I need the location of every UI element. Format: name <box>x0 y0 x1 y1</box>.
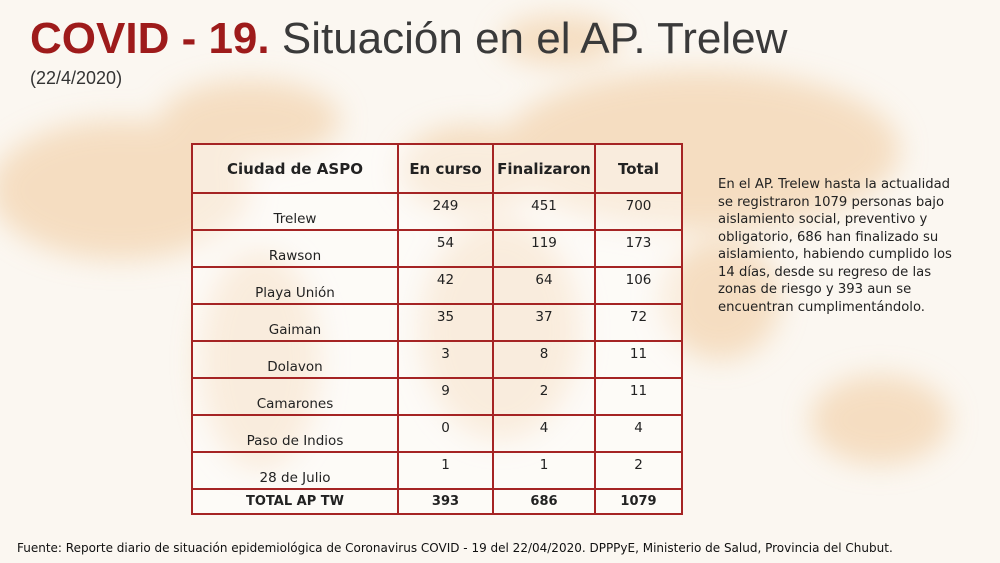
number-cell: 106 <box>594 266 683 305</box>
total-row: TOTAL AP TW 393 686 1079 <box>191 488 683 515</box>
data-table: Ciudad de ASPO En curso Finalizaron Total T… <box>191 143 683 515</box>
column-header: Ciudad de ASPO <box>191 143 399 194</box>
city-cell: 28 de Julio <box>191 451 399 490</box>
table-row: Trelew 249 451 700 <box>191 192 683 231</box>
number-cell: 451 <box>492 192 596 231</box>
number-cell: 119 <box>492 229 596 268</box>
number-cell: 4 <box>492 414 596 453</box>
source-footer: Fuente: Reporte diario de situación epid… <box>17 541 893 555</box>
number-cell: 9 <box>397 377 494 416</box>
table-row: Rawson 54 119 173 <box>191 229 683 268</box>
city-cell: Trelew <box>191 192 399 231</box>
title: COVID - 19. Situación en el AP. Trelew <box>30 14 787 64</box>
number-cell: 1 <box>492 451 596 490</box>
table-row: Playa Unión 42 64 106 <box>191 266 683 305</box>
number-cell: 249 <box>397 192 494 231</box>
total-cell: 1079 <box>594 488 683 515</box>
column-header: En curso <box>397 143 494 194</box>
column-header: Finalizaron <box>492 143 596 194</box>
city-cell: Paso de Indios <box>191 414 399 453</box>
number-cell: 11 <box>594 340 683 379</box>
city-cell: Dolavon <box>191 340 399 379</box>
title-highlight: COVID - 19. <box>30 14 270 63</box>
number-cell: 2 <box>492 377 596 416</box>
number-cell: 11 <box>594 377 683 416</box>
number-cell: 37 <box>492 303 596 342</box>
city-cell: Playa Unión <box>191 266 399 305</box>
number-cell: 173 <box>594 229 683 268</box>
number-cell: 700 <box>594 192 683 231</box>
number-cell: 1 <box>397 451 494 490</box>
number-cell: 72 <box>594 303 683 342</box>
table-row: 28 de Julio 1 1 2 <box>191 451 683 490</box>
total-cell: 393 <box>397 488 494 515</box>
header-row: Ciudad de ASPO En curso Finalizaron Total <box>191 143 683 194</box>
total-cell: 686 <box>492 488 596 515</box>
number-cell: 35 <box>397 303 494 342</box>
number-cell: 0 <box>397 414 494 453</box>
title-rest: Situación en el AP. Trelew <box>281 14 788 63</box>
number-cell: 64 <box>492 266 596 305</box>
number-cell: 42 <box>397 266 494 305</box>
number-cell: 2 <box>594 451 683 490</box>
table-row: Dolavon 3 8 11 <box>191 340 683 379</box>
table-row: Paso de Indios 0 4 4 <box>191 414 683 453</box>
city-cell: Rawson <box>191 229 399 268</box>
number-cell: 54 <box>397 229 494 268</box>
city-cell: Gaiman <box>191 303 399 342</box>
table-row: Gaiman 35 37 72 <box>191 303 683 342</box>
number-cell: 4 <box>594 414 683 453</box>
number-cell: 3 <box>397 340 494 379</box>
side-note: En el AP. Trelew hasta la actualidad se … <box>718 177 952 315</box>
total-cell: TOTAL AP TW <box>191 488 399 515</box>
table-row: Camarones 9 2 11 <box>191 377 683 416</box>
date: (22/4/2020) <box>30 68 123 88</box>
column-header: Total <box>594 143 683 194</box>
city-cell: Camarones <box>191 377 399 416</box>
number-cell: 8 <box>492 340 596 379</box>
